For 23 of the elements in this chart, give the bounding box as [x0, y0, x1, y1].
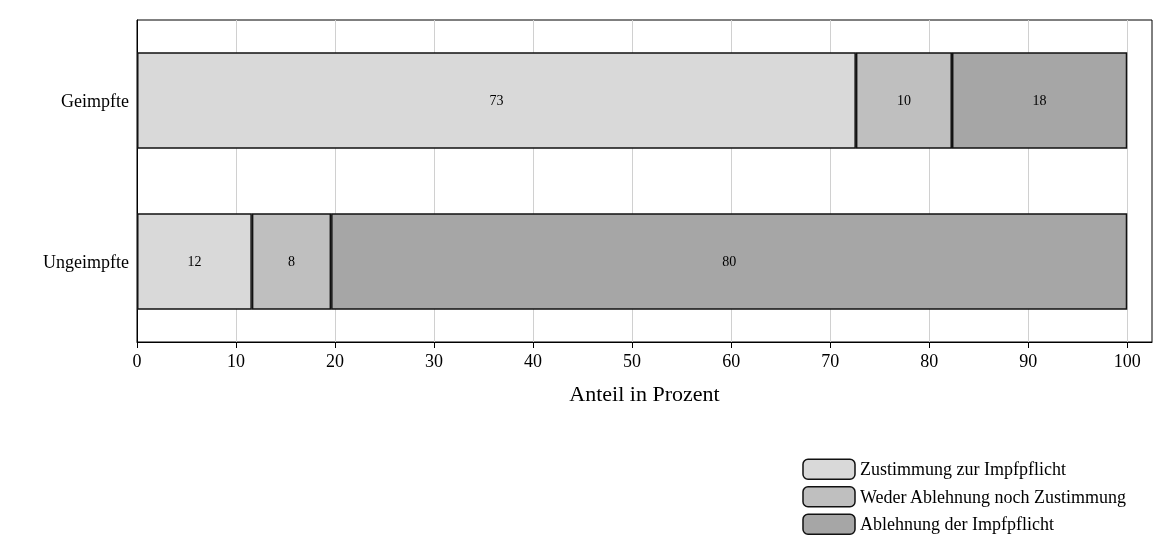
- data-label: 8: [287, 254, 295, 269]
- data-label: 18: [1032, 93, 1047, 108]
- data-label: 10: [896, 93, 911, 108]
- x-tick-label: 0: [132, 351, 142, 371]
- x-tick-label: 70: [821, 351, 840, 371]
- data-label: 80: [722, 254, 737, 269]
- x-axis-title: Anteil in Prozent: [569, 380, 720, 406]
- data-label: 12: [187, 254, 202, 269]
- legend-label: Weder Ablehnung noch Zustimmung: [860, 486, 1127, 507]
- x-tick-label: 40: [524, 351, 543, 371]
- x-tick-label: 50: [623, 351, 642, 371]
- x-tick-label: 30: [425, 351, 444, 371]
- x-tick-label: 60: [722, 351, 741, 371]
- y-tick-label: Ungeimpfte: [43, 251, 129, 272]
- legend-label: Ablehnung der Impfpflicht: [860, 514, 1054, 535]
- y-tick-label: Geimpfte: [61, 90, 129, 111]
- x-tick-label: 90: [1019, 351, 1038, 371]
- x-tick-label: 10: [227, 351, 246, 371]
- legend-label: Zustimmung zur Impfpflicht: [860, 459, 1066, 480]
- x-tick-label: 20: [326, 351, 345, 371]
- x-tick-label: 80: [920, 351, 939, 371]
- data-label: 73: [489, 93, 504, 108]
- x-tick-label: 100: [1113, 351, 1141, 371]
